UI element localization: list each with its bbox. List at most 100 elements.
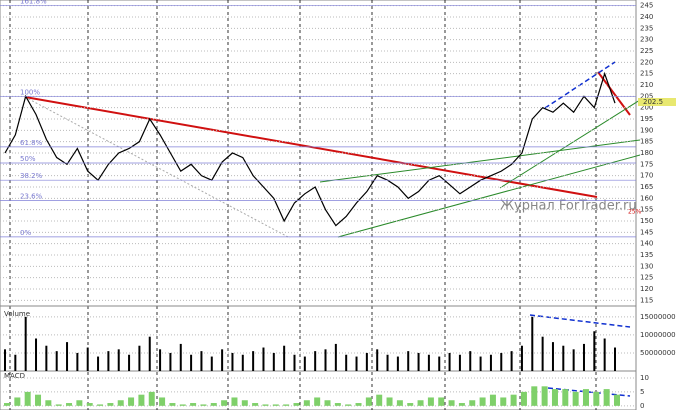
bar — [272, 352, 275, 371]
bar — [562, 345, 565, 371]
bar — [458, 354, 461, 371]
bar — [221, 400, 228, 406]
bar — [97, 404, 104, 406]
bar — [159, 397, 166, 406]
bar — [500, 352, 503, 371]
bar — [200, 404, 207, 406]
bar — [365, 352, 368, 371]
bar — [500, 397, 507, 406]
y-tick-label: 170 — [640, 172, 653, 180]
bar — [386, 397, 393, 406]
bar — [417, 400, 424, 406]
bar — [179, 343, 182, 371]
y-tick-label: 145 — [640, 228, 653, 236]
bar — [241, 400, 248, 406]
bar — [448, 352, 451, 371]
bar — [24, 391, 31, 406]
bar — [407, 351, 410, 371]
y-tick-label: 160 — [640, 194, 653, 202]
bar — [35, 394, 42, 406]
bar — [107, 351, 110, 371]
bar — [572, 391, 579, 406]
bar — [603, 389, 610, 406]
bar — [448, 400, 455, 406]
bar — [128, 397, 135, 406]
fib-label: 100% — [20, 88, 40, 96]
bar — [417, 352, 420, 371]
bar — [138, 394, 145, 406]
bar — [324, 400, 331, 406]
bar — [241, 354, 244, 371]
bar — [4, 403, 10, 406]
bar — [293, 354, 296, 371]
bar — [458, 403, 465, 406]
fib-label: 61.8% — [20, 139, 43, 147]
bar — [593, 331, 596, 371]
bar — [14, 397, 21, 406]
bar — [210, 356, 213, 371]
bar — [314, 397, 321, 406]
y-tick-label: 155 — [640, 206, 653, 214]
bar — [551, 389, 558, 406]
bar — [221, 349, 224, 371]
y-tick-label: 230 — [640, 36, 653, 44]
y-tick-label: 245 — [640, 2, 653, 10]
y-tick-label: 195 — [640, 115, 653, 123]
bar — [469, 400, 476, 406]
bar — [148, 336, 151, 371]
bar — [593, 391, 600, 406]
bar — [438, 397, 445, 406]
bar — [479, 356, 482, 371]
bar — [117, 349, 120, 371]
bar — [55, 351, 58, 371]
bar — [231, 397, 238, 406]
y-tick-label: 130 — [640, 262, 653, 270]
bar — [334, 403, 341, 406]
bar — [427, 397, 434, 406]
bar — [97, 356, 100, 371]
date-separators — [9, 0, 597, 410]
bar — [531, 386, 538, 406]
panel-title: Volume — [4, 310, 30, 318]
bar — [14, 354, 17, 371]
bar — [396, 356, 399, 371]
bar — [210, 403, 217, 406]
bar — [76, 400, 83, 406]
bar — [190, 354, 193, 371]
bar — [614, 347, 616, 371]
bar — [117, 400, 124, 406]
bar — [35, 338, 38, 371]
bar — [303, 400, 310, 406]
bar — [489, 394, 496, 406]
plot-frame — [0, 0, 637, 410]
y-tick-label: 135 — [640, 251, 653, 259]
bar — [376, 349, 379, 371]
bar — [262, 347, 265, 371]
bar — [76, 352, 79, 371]
bar — [365, 397, 372, 406]
y-tick-label: 210 — [640, 81, 653, 89]
y-tick-label: 115 — [640, 296, 653, 304]
bar — [551, 342, 554, 371]
y-tick-label: 220 — [640, 58, 653, 66]
bar — [138, 345, 141, 371]
y-tick-label: 50000000 — [640, 349, 676, 357]
y-tick-label: 235 — [640, 24, 653, 32]
fib-label: 0% — [20, 229, 31, 237]
bar — [541, 336, 544, 371]
y-tick-label: 240 — [640, 13, 653, 21]
bar — [314, 351, 317, 371]
bar — [252, 403, 259, 406]
bar — [355, 403, 362, 406]
bar — [510, 394, 517, 406]
bar — [107, 403, 114, 406]
bar — [572, 349, 575, 371]
bar — [128, 354, 131, 371]
bar — [324, 349, 327, 371]
bar — [86, 403, 93, 406]
y-tick-label: 215 — [640, 70, 653, 78]
bar — [376, 394, 383, 406]
y-tick-label: 100000000 — [640, 331, 676, 339]
bar — [469, 351, 472, 371]
